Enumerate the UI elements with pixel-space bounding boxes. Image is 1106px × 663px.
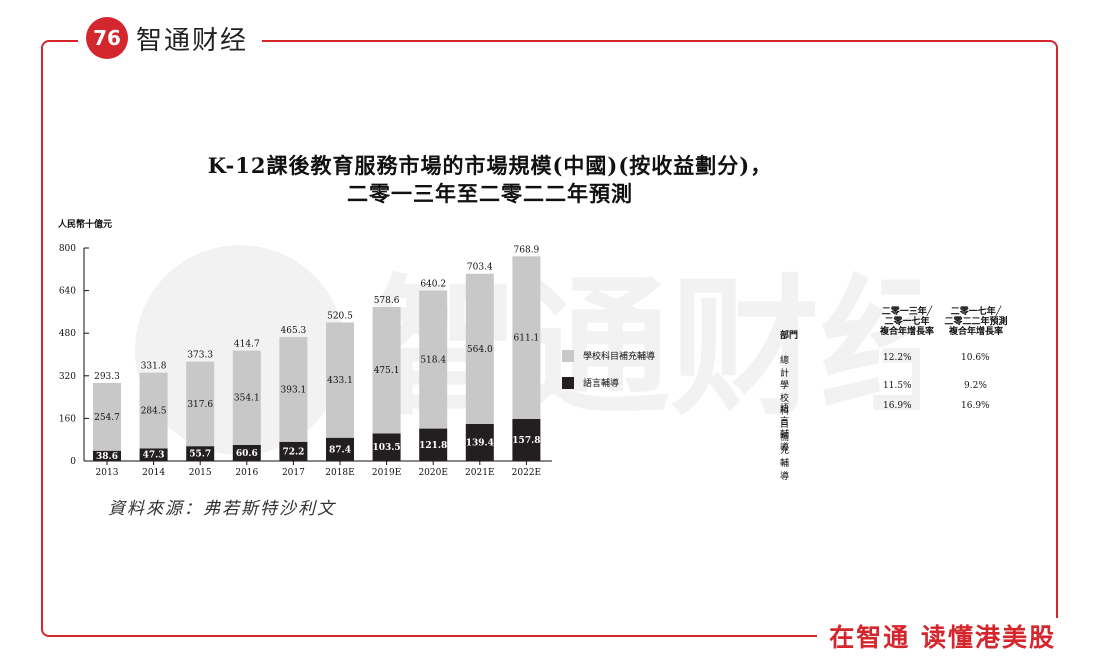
header-col2-line1: 二零一七年╱ xyxy=(950,307,1002,317)
bar-language xyxy=(419,428,448,461)
bar-language xyxy=(372,433,401,461)
y-tick-label: 160 xyxy=(59,414,76,424)
bar-total-label: 414.7 xyxy=(234,340,260,350)
bar-school-subject xyxy=(232,350,261,445)
bar-language xyxy=(326,437,354,461)
bar-school-subject xyxy=(419,290,448,429)
bar-language-label: 72.2 xyxy=(282,447,304,457)
bar-school-label: 284.5 xyxy=(141,407,167,417)
content-frame xyxy=(41,40,1058,637)
header-col1-line3: 複合年增長率 xyxy=(879,327,934,337)
header-col2: 二零一七年╱ 二零二二年預測 複合年增長率 xyxy=(940,307,1012,337)
header-col2-line3: 複合年增長率 xyxy=(948,327,1003,337)
row-language-c2: 16.9% xyxy=(961,401,990,411)
bar-total-label: 465.3 xyxy=(281,326,307,336)
x-tick-label: 2020E xyxy=(418,468,447,478)
bar-language xyxy=(465,423,494,461)
bar-school-subject xyxy=(139,372,168,449)
y-tick-label: 320 xyxy=(59,372,76,382)
row-total-c2: 10.6% xyxy=(961,353,990,363)
bar-school-label: 564.0 xyxy=(467,345,493,355)
bar-total-label: 293.3 xyxy=(94,372,120,382)
bar-school-label: 475.1 xyxy=(374,366,400,376)
zhitong-logo-icon: 76 xyxy=(86,17,128,59)
bar-language xyxy=(139,448,168,461)
bar-school-subject xyxy=(465,273,494,424)
bar-total-label: 768.9 xyxy=(514,245,540,255)
bar-language xyxy=(232,444,261,461)
slogan: 在智通 读懂港美股 xyxy=(817,618,1068,654)
bar-language-label: 38.6 xyxy=(96,452,118,462)
bar-language xyxy=(186,446,215,461)
header-col1: 二零一三年╱ 二零一七年 複合年增長率 xyxy=(872,307,942,337)
x-tick-label: 2015 xyxy=(189,468,212,478)
header-col2-line2: 二零二二年預測 xyxy=(944,317,1008,327)
bar-language-label: 60.6 xyxy=(236,449,258,459)
legend-label-school: 學校科目補充輔導 xyxy=(583,350,655,362)
bar-school-subject xyxy=(279,337,308,442)
bar-school-label: 518.4 xyxy=(420,356,446,366)
y-tick-label: 800 xyxy=(59,244,76,254)
row-language-name: 語言輔導 xyxy=(780,404,790,453)
chart-title-line1: K-12課後教育服務市場的市場規模(中國)(按收益劃分)， xyxy=(207,153,773,178)
bar-total-label: 640.2 xyxy=(420,280,446,290)
legend-swatch-language xyxy=(562,377,574,389)
chart-title: K-12課後教育服務市場的市場規模(中國)(按收益劃分)， 二零一三年至二零二二… xyxy=(150,152,830,208)
bar-school-label: 317.6 xyxy=(187,400,213,410)
legend-label-language: 語言輔導 xyxy=(583,377,619,389)
legend-swatch-school xyxy=(562,350,574,362)
brand-name: 智通财经 xyxy=(136,25,249,56)
bar-language xyxy=(93,450,121,461)
x-tick-label: 2014 xyxy=(142,468,165,478)
bar-language-label: 157.8 xyxy=(512,436,540,446)
bar-school-label: 393.1 xyxy=(281,385,307,395)
bar-language-label: 103.5 xyxy=(373,443,401,453)
row-school-c2: 9.2% xyxy=(964,381,987,391)
chart-title-line2: 二零一三年至二零二二年預測 xyxy=(347,181,633,206)
bar-school-subject xyxy=(186,361,215,447)
bar-total-label: 578.6 xyxy=(374,296,400,306)
header-col1-line2: 二零一七年 xyxy=(884,317,930,327)
bar-language xyxy=(512,418,541,461)
row-total-name: 總計 xyxy=(780,356,790,379)
y-tick-label: 640 xyxy=(59,287,76,297)
bar-school-label: 254.7 xyxy=(94,413,120,423)
header-col1-line1: 二零一三年╱ xyxy=(881,307,933,317)
row-total-c1: 12.2% xyxy=(883,353,912,363)
bar-total-label: 373.3 xyxy=(187,351,213,361)
x-tick-label: 2021E xyxy=(465,468,494,478)
y-tick-label: 480 xyxy=(59,329,76,339)
bar-school-label: 611.1 xyxy=(514,334,540,344)
x-tick-label: 2016 xyxy=(235,468,258,478)
bar-school-label: 433.1 xyxy=(327,376,353,386)
header-dept: 部門 xyxy=(780,331,799,341)
bar-language-label: 55.7 xyxy=(189,450,211,460)
bar-language-label: 139.4 xyxy=(466,438,494,448)
x-tick-label: 2022E xyxy=(512,468,541,478)
row-language-c1: 16.9% xyxy=(883,401,912,411)
bar-school-subject xyxy=(372,306,401,434)
bar-language-label: 121.8 xyxy=(419,441,447,451)
bar-total-label: 331.8 xyxy=(141,362,167,372)
bar-language-label: 47.3 xyxy=(143,451,165,461)
x-tick-label: 2017 xyxy=(282,468,305,478)
x-tick-label: 2019E xyxy=(372,468,401,478)
bar-language-label: 87.4 xyxy=(329,445,351,455)
row-school-name: 學校科目補充輔導 xyxy=(780,381,790,482)
y-tick-label: 0 xyxy=(70,457,76,467)
brand-header: 76 智通财经 xyxy=(78,14,263,62)
bar-total-label: 520.5 xyxy=(327,311,353,321)
bar-school-label: 354.1 xyxy=(234,394,260,404)
bar-school-subject xyxy=(93,382,121,451)
bar-language xyxy=(279,441,308,461)
source-note: 資料來源：弗若斯特沙利文 xyxy=(108,499,336,519)
bar-total-label: 703.4 xyxy=(467,263,493,273)
x-tick-label: 2018E xyxy=(325,468,354,478)
y-axis-label: 人民幣十億元 xyxy=(57,218,112,230)
row-school-c1: 11.5% xyxy=(883,381,912,391)
x-tick-label: 2013 xyxy=(96,468,119,478)
bar-school-subject xyxy=(326,322,354,438)
bar-school-subject xyxy=(512,256,541,419)
